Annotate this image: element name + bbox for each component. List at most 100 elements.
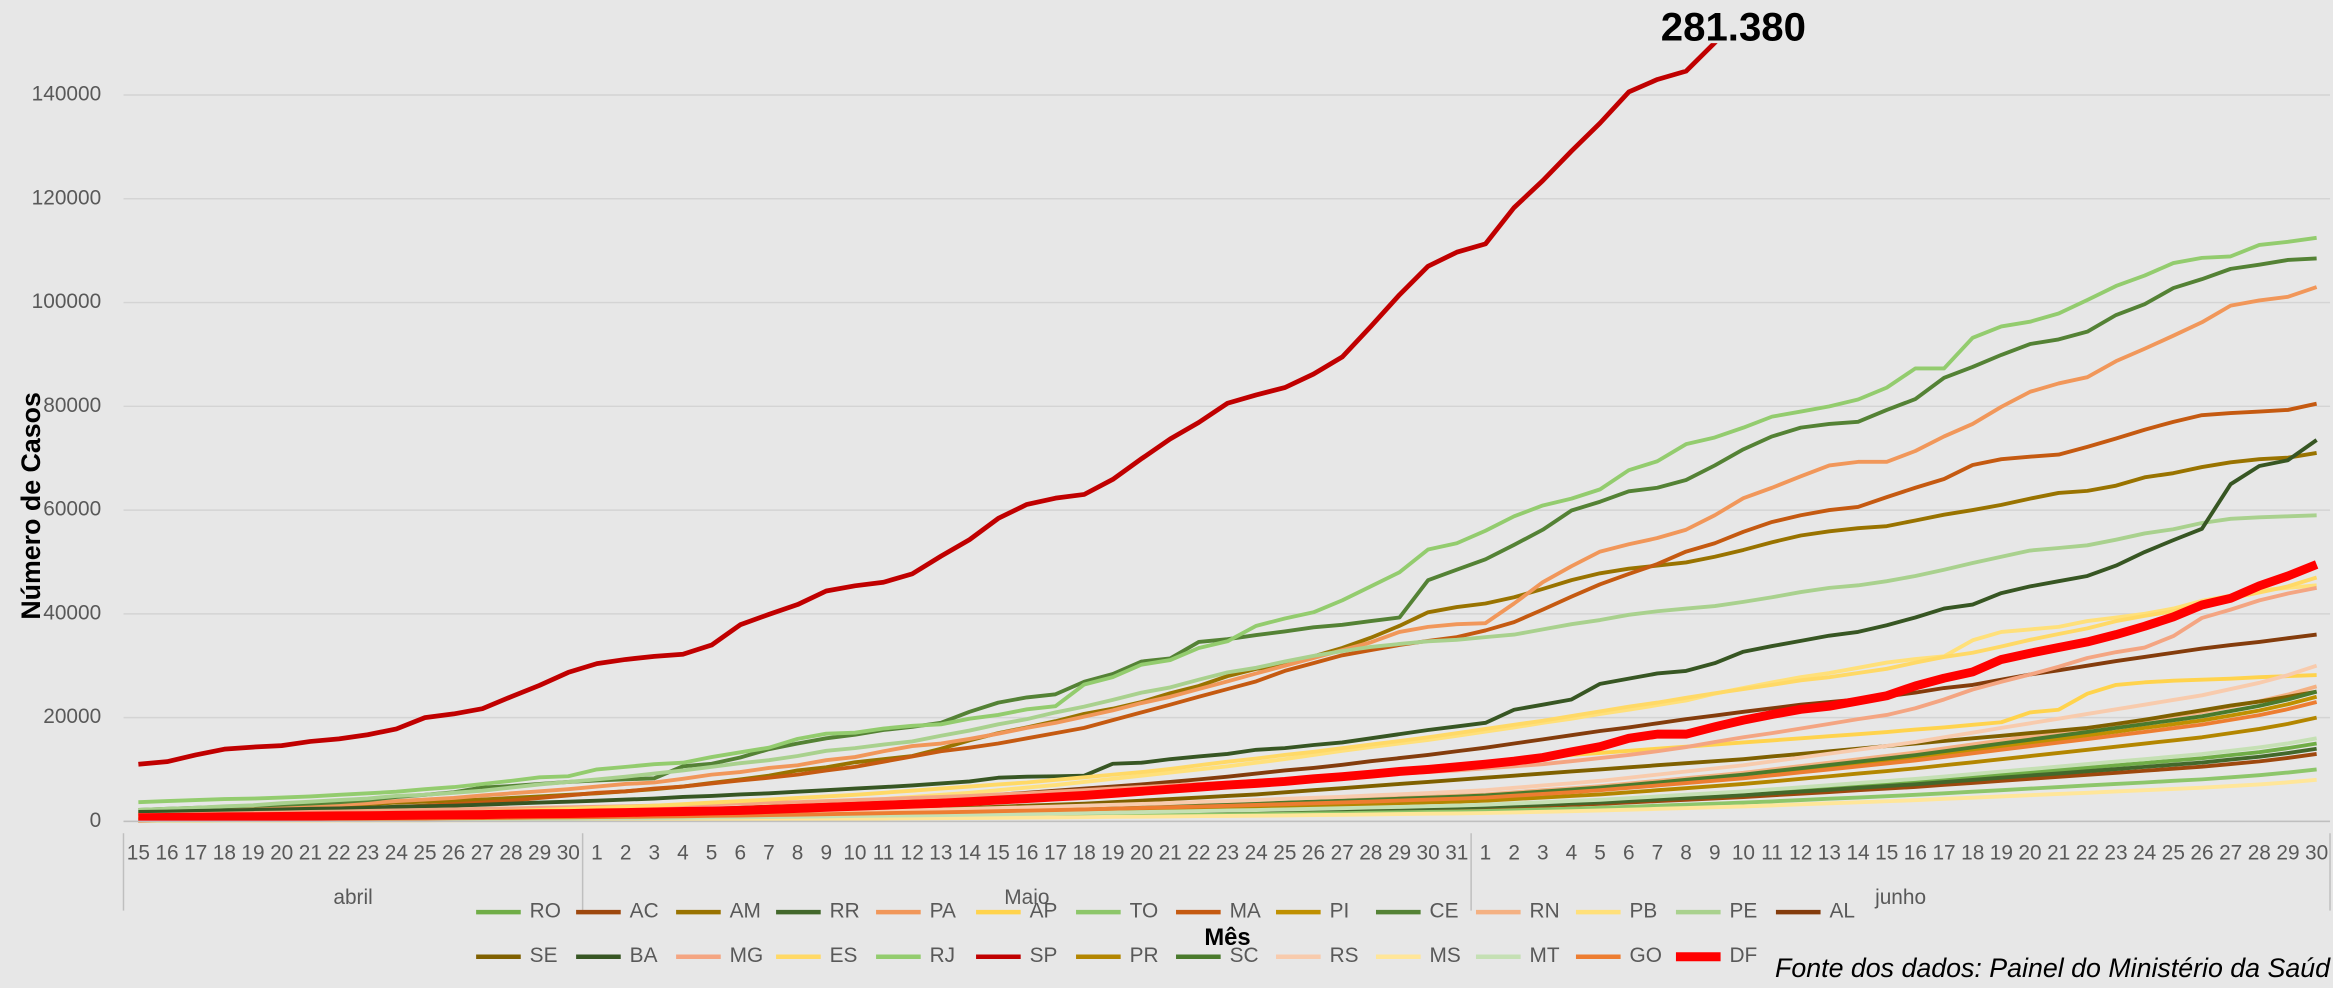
y-axis-title: Número de Casos [16, 392, 46, 620]
x-tick-label: 25 [1273, 842, 1296, 865]
plot-area [138, 43, 2319, 823]
x-axis-title: Mês [1204, 924, 1250, 951]
x-tick-label: 26 [2190, 842, 2213, 865]
x-tick-label: 21 [2047, 842, 2070, 865]
x-group-label: Maio [1004, 886, 1049, 909]
legend-label: RS [1330, 944, 1359, 967]
y-tick-label: 40000 [43, 601, 101, 624]
x-tick-label: 16 [1904, 842, 1927, 865]
source-note: Fonte dos dados: Painel do Ministério da… [1775, 953, 2331, 983]
series-line [138, 513, 2317, 812]
y-tick-label: 100000 [32, 290, 102, 313]
x-tick-label: 14 [1846, 842, 1869, 865]
x-tick-label: 12 [901, 842, 924, 865]
x-tick-label: 15 [987, 842, 1010, 865]
x-tick-label: 19 [1101, 842, 1124, 865]
legend-label: AP [1030, 900, 1058, 923]
x-tick-label: 30 [1417, 842, 1440, 865]
x-tick-label: 10 [843, 842, 866, 865]
legend-label: PA [930, 900, 956, 923]
x-tick-label: 20 [2018, 842, 2041, 865]
y-tick-label: 140000 [32, 83, 102, 106]
x-tick-label: 6 [1623, 842, 1635, 865]
legend-label: TO [1130, 900, 1159, 923]
x-tick-label: 23 [1216, 842, 1239, 865]
y-tick-label: 80000 [43, 394, 101, 417]
series-line [138, 451, 2317, 816]
x-tick-label: 19 [241, 842, 264, 865]
x-tick-label: 30 [2305, 842, 2328, 865]
x-tick-label: 25 [413, 842, 436, 865]
x-tick-label: 20 [1130, 842, 1153, 865]
x-tick-label: 13 [1818, 842, 1841, 865]
legend-label: RN [1530, 900, 1560, 923]
x-tick-label: 26 [1302, 842, 1325, 865]
legend-label: GO [1630, 944, 1662, 967]
x-tick-label: 30 [557, 842, 580, 865]
legend-label: MT [1530, 944, 1560, 967]
legend-label: CE [1430, 900, 1459, 923]
x-tick-label: 24 [1245, 842, 1268, 865]
x-tick-label: 29 [2276, 842, 2299, 865]
y-tick-label: 0 [90, 809, 102, 832]
legend-label: BA [630, 944, 658, 967]
series-line [138, 285, 2318, 816]
x-tick-label: 19 [1990, 842, 2013, 865]
x-tick-label: 22 [2076, 842, 2099, 865]
legend-label: PE [1730, 900, 1758, 923]
x-tick-label: 2 [1508, 842, 1520, 865]
x-tick-label: 15 [127, 842, 150, 865]
x-tick-label: 13 [929, 842, 952, 865]
x-tick-label: 1 [1480, 842, 1492, 865]
legend-label: AC [630, 900, 659, 923]
x-tick-label: 14 [958, 842, 981, 865]
x-tick-label: 9 [1709, 842, 1721, 865]
legend-label: PB [1630, 900, 1658, 923]
x-tick-label: 29 [1388, 842, 1411, 865]
x-tick-label: 27 [2219, 842, 2242, 865]
x-tick-label: 2 [620, 842, 632, 865]
legend-label: MG [730, 944, 764, 967]
x-tick-label: 7 [763, 842, 775, 865]
x-tick-label: 6 [734, 842, 746, 865]
x-group-label: abril [333, 886, 372, 909]
x-tick-label: 28 [2248, 842, 2271, 865]
x-tick-label: 5 [706, 842, 718, 865]
series-line [138, 235, 2317, 805]
series-line [138, 560, 2319, 823]
legend-label: PI [1330, 900, 1350, 923]
x-tick-label: 8 [1680, 842, 1692, 865]
series-line [138, 401, 2318, 819]
y-tick-label: 120000 [32, 186, 102, 209]
x-tick-label: 20 [270, 842, 293, 865]
x-tick-label: 28 [1359, 842, 1382, 865]
x-tick-label: 11 [1761, 842, 1783, 865]
x-tick-label: 9 [820, 842, 832, 865]
x-tick-label: 22 [1187, 842, 1210, 865]
x-tick-label: 17 [1932, 842, 1955, 865]
x-tick-label: 15 [1875, 842, 1898, 865]
x-tick-label: 18 [1073, 842, 1096, 865]
x-tick-label: 10 [1732, 842, 1755, 865]
x-tick-label: 3 [648, 842, 660, 865]
x-tick-label: 16 [1015, 842, 1038, 865]
series-line [138, 256, 2317, 812]
x-tick-label: 21 [1159, 842, 1182, 865]
x-tick-label: 28 [499, 842, 522, 865]
x-tick-label: 23 [2104, 842, 2127, 865]
legend-label: RR [830, 900, 860, 923]
legend-label: RO [530, 900, 561, 923]
legend-label: SP [1030, 944, 1058, 967]
x-tick-label: 27 [1331, 842, 1354, 865]
x-tick-label: 1 [591, 842, 603, 865]
x-tick-label: 25 [2162, 842, 2185, 865]
y-tick-label: 20000 [43, 705, 101, 728]
x-tick-label: 26 [442, 842, 465, 865]
y-tick-label: 60000 [43, 498, 101, 521]
x-tick-label: 3 [1537, 842, 1549, 865]
x-tick-label: 23 [356, 842, 379, 865]
annotation: 281.380 [1661, 4, 1806, 49]
x-tick-label: 4 [1566, 842, 1578, 865]
x-tick-label: 24 [2133, 842, 2156, 865]
